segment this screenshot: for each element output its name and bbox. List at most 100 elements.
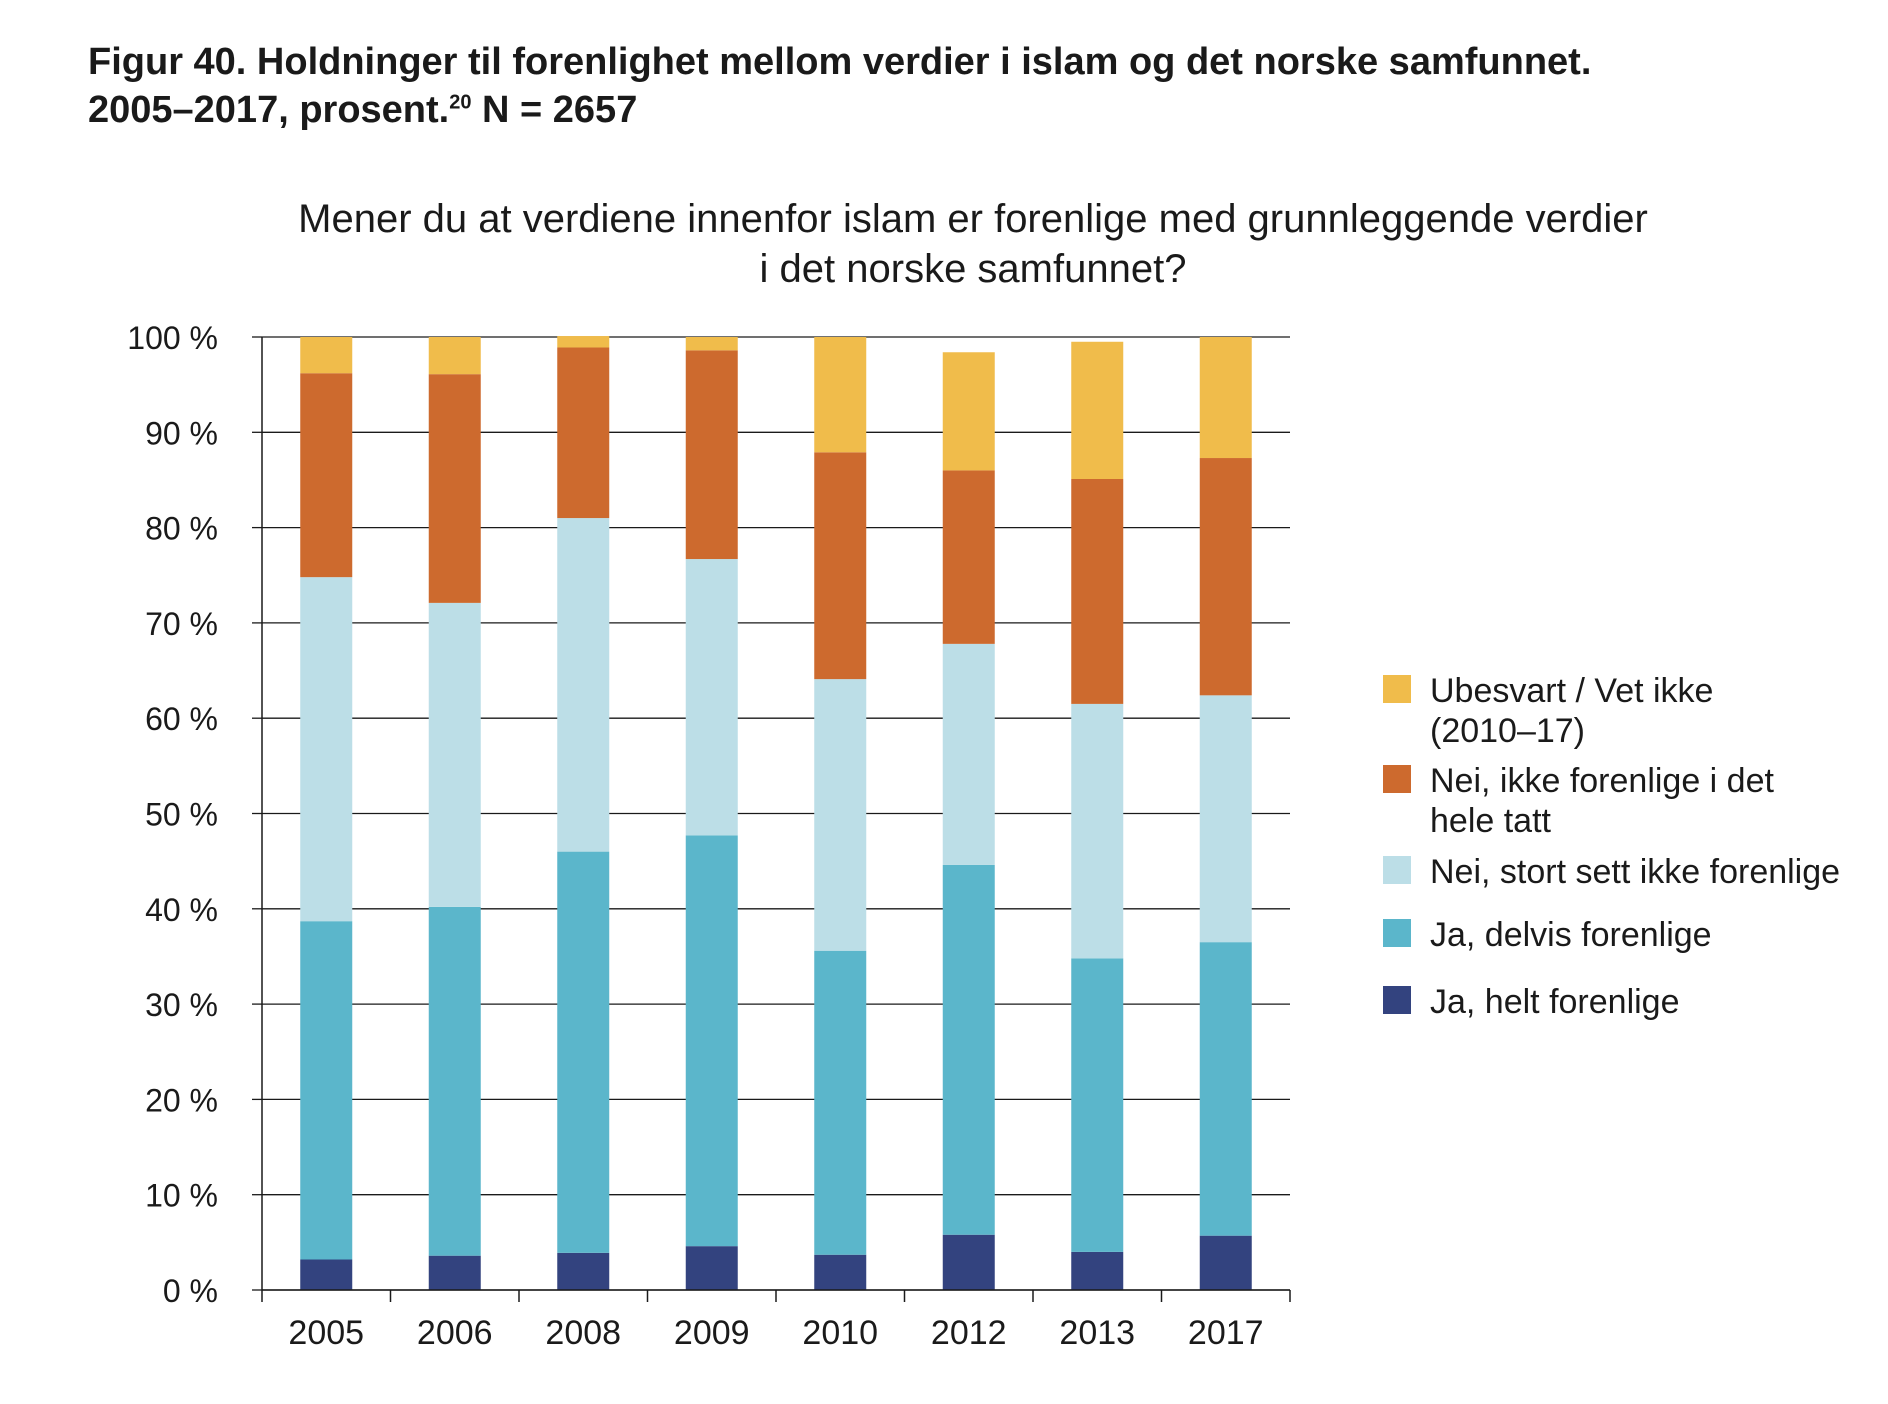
bar-stack-2006 bbox=[428, 337, 481, 1290]
bar-segment-ja-helt-forenlige-2006 bbox=[428, 1255, 481, 1290]
bar-segment-nei-stort-sett-ikke-forenlige-2013 bbox=[1071, 703, 1124, 959]
figure-title-line-2: 2005–2017, prosent.20 N = 2657 bbox=[88, 86, 1848, 134]
bar-segment-nei-stort-sett-ikke-forenlige-2008 bbox=[557, 518, 610, 852]
bar-segment-ja-helt-forenlige-2012 bbox=[942, 1234, 995, 1290]
y-tick-label: 80 % bbox=[145, 511, 218, 547]
legend-label: Ja, helt forenlige bbox=[1430, 983, 1680, 1021]
bar-segment-nei-stort-sett-ikke-forenlige-2012 bbox=[942, 643, 995, 865]
y-tick-label: 60 % bbox=[145, 701, 218, 737]
bar-stack-2017 bbox=[1199, 337, 1252, 1290]
bar-segment-ja-helt-forenlige-2008 bbox=[557, 1252, 610, 1290]
legend-label: Ja, delvis forenlige bbox=[1430, 916, 1712, 954]
y-tick-label: 70 % bbox=[145, 606, 218, 642]
bar-segment-ja-delvis-forenlige-2005 bbox=[300, 921, 353, 1260]
legend-swatch bbox=[1383, 856, 1411, 884]
bar-segment-ja-delvis-forenlige-2009 bbox=[685, 835, 738, 1247]
bar-segment-nei-stort-sett-ikke-forenlige-2017 bbox=[1199, 695, 1252, 943]
bar-segment-ubesvart-vet-ikke-2010-17-2009 bbox=[685, 337, 738, 351]
bar-segment-nei-stort-sett-ikke-forenlige-2010 bbox=[814, 679, 867, 951]
y-tick-label: 10 % bbox=[145, 1178, 218, 1214]
legend-label: (2010–17) bbox=[1430, 712, 1585, 750]
bar-segment-nei-ikke-forenlige-i-det-hele-tatt-2008 bbox=[557, 347, 610, 519]
bar-stack-2005 bbox=[300, 337, 353, 1290]
y-tick-label: 30 % bbox=[145, 987, 218, 1023]
bar-segment-nei-ikke-forenlige-i-det-hele-tatt-2013 bbox=[1071, 478, 1124, 704]
legend-swatch bbox=[1383, 675, 1411, 703]
y-tick-label: 50 % bbox=[145, 797, 218, 833]
bar-segment-nei-ikke-forenlige-i-det-hele-tatt-2006 bbox=[428, 374, 481, 603]
bar-segment-nei-stort-sett-ikke-forenlige-2009 bbox=[685, 559, 738, 836]
gridlines bbox=[252, 336, 1290, 1291]
y-tick-label: 100 % bbox=[127, 320, 218, 356]
y-axis-tick-labels: 0 % 10 % 20 % 30 % 40 % 50 % 60 % 70 % 80 % 90 % 1… bbox=[127, 320, 218, 1309]
y-tick-label: 90 % bbox=[145, 415, 218, 451]
legend-swatch bbox=[1383, 765, 1411, 793]
legend-swatch bbox=[1383, 986, 1411, 1014]
bar-segment-ja-helt-forenlige-2013 bbox=[1071, 1251, 1124, 1290]
bar-segment-ja-helt-forenlige-2009 bbox=[685, 1246, 738, 1290]
bar-segment-nei-stort-sett-ikke-forenlige-2005 bbox=[300, 577, 353, 922]
bar-segment-ubesvart-vet-ikke-2010-17-2013 bbox=[1071, 341, 1124, 479]
bar-segment-ja-delvis-forenlige-2010 bbox=[814, 950, 867, 1255]
bar-stack-2012 bbox=[942, 352, 995, 1290]
legend-item-ubesvart-vet-ikke-2010-17: Ubesvart / Vet ikke(2010–17) bbox=[1383, 672, 1713, 750]
legend-label: Nei, ikke forenlige i det bbox=[1430, 762, 1775, 800]
bar-stack-2009 bbox=[685, 337, 738, 1290]
bar-stack-2010 bbox=[814, 337, 867, 1290]
axes bbox=[261, 337, 1291, 1302]
x-tick-label-2008: 2008 bbox=[545, 1314, 621, 1352]
bar-segment-ubesvart-vet-ikke-2010-17-2010 bbox=[814, 337, 867, 453]
y-tick-label: 0 % bbox=[163, 1273, 218, 1309]
bar-segment-nei-ikke-forenlige-i-det-hele-tatt-2012 bbox=[942, 470, 995, 644]
y-tick-label: 40 % bbox=[145, 892, 218, 928]
bar-segment-nei-ikke-forenlige-i-det-hele-tatt-2017 bbox=[1199, 458, 1252, 696]
bar-segment-ja-delvis-forenlige-2017 bbox=[1199, 942, 1252, 1236]
bar-segment-ubesvart-vet-ikke-2010-17-2012 bbox=[942, 352, 995, 471]
x-tick-label-2012: 2012 bbox=[931, 1314, 1007, 1352]
chart-title-line-2: i det norske samfunnet? bbox=[760, 247, 1187, 291]
bar-segment-ja-helt-forenlige-2010 bbox=[814, 1254, 867, 1290]
bar-segment-ubesvart-vet-ikke-2010-17-2006 bbox=[428, 337, 481, 375]
legend: Ubesvart / Vet ikke(2010–17) Nei, ikke fo… bbox=[1383, 672, 1840, 1021]
figure-title-sample-size: N = 2657 bbox=[471, 89, 638, 131]
figure-title: Figur 40. Holdninger til forenlighet mel… bbox=[88, 38, 1848, 134]
bar-segment-ubesvart-vet-ikke-2010-17-2017 bbox=[1199, 337, 1252, 459]
bar-stack-2008 bbox=[557, 336, 610, 1290]
bar-segment-ubesvart-vet-ikke-2010-17-2005 bbox=[300, 337, 353, 374]
footnote-reference: 20 bbox=[449, 91, 472, 114]
x-axis-tick-labels: 2005 2006 2008 2009 2010 2012 2013 2017 bbox=[288, 1314, 1263, 1352]
bar-segment-nei-ikke-forenlige-i-det-hele-tatt-2010 bbox=[814, 452, 867, 680]
legend-label: Nei, stort sett ikke forenlige bbox=[1430, 853, 1840, 891]
bars bbox=[300, 336, 1252, 1290]
legend-item-ja-helt-forenlige: Ja, helt forenlige bbox=[1383, 983, 1680, 1021]
x-tick-label-2017: 2017 bbox=[1188, 1314, 1264, 1352]
bar-segment-ubesvart-vet-ikke-2010-17-2008 bbox=[557, 336, 610, 348]
x-tick-label-2005: 2005 bbox=[288, 1314, 364, 1352]
chart-title-line-1: Mener du at verdiene innenfor islam er f… bbox=[298, 197, 1648, 241]
x-tick-label-2010: 2010 bbox=[802, 1314, 878, 1352]
legend-label: hele tatt bbox=[1430, 802, 1552, 840]
bar-segment-nei-stort-sett-ikke-forenlige-2006 bbox=[428, 602, 481, 907]
bar-segment-ja-delvis-forenlige-2012 bbox=[942, 864, 995, 1235]
legend-item-ja-delvis-forenlige: Ja, delvis forenlige bbox=[1383, 916, 1712, 954]
bar-segment-ja-delvis-forenlige-2013 bbox=[1071, 958, 1124, 1252]
legend-label: Ubesvart / Vet ikke bbox=[1430, 672, 1713, 710]
bar-segment-ja-helt-forenlige-2005 bbox=[300, 1259, 353, 1290]
bar-segment-nei-ikke-forenlige-i-det-hele-tatt-2005 bbox=[300, 373, 353, 578]
chart-title: Mener du at verdiene innenfor islam er f… bbox=[298, 197, 1648, 291]
figure-title-line-1: Figur 40. Holdninger til forenlighet mel… bbox=[88, 41, 1592, 83]
x-tick-label-2006: 2006 bbox=[417, 1314, 493, 1352]
figure-title-period: 2005–2017, prosent. bbox=[88, 89, 450, 131]
bar-stack-2013 bbox=[1071, 341, 1124, 1290]
bar-segment-ja-delvis-forenlige-2006 bbox=[428, 906, 481, 1256]
bar-segment-ja-helt-forenlige-2017 bbox=[1199, 1235, 1252, 1290]
legend-swatch bbox=[1383, 919, 1411, 947]
bar-segment-ja-delvis-forenlige-2008 bbox=[557, 851, 610, 1253]
bar-segment-nei-ikke-forenlige-i-det-hele-tatt-2009 bbox=[685, 350, 738, 560]
y-tick-label: 20 % bbox=[145, 1082, 218, 1118]
x-tick-label-2013: 2013 bbox=[1059, 1314, 1135, 1352]
x-tick-label-2009: 2009 bbox=[674, 1314, 750, 1352]
legend-item-nei-stort-sett-ikke-forenlige: Nei, stort sett ikke forenlige bbox=[1383, 853, 1840, 891]
